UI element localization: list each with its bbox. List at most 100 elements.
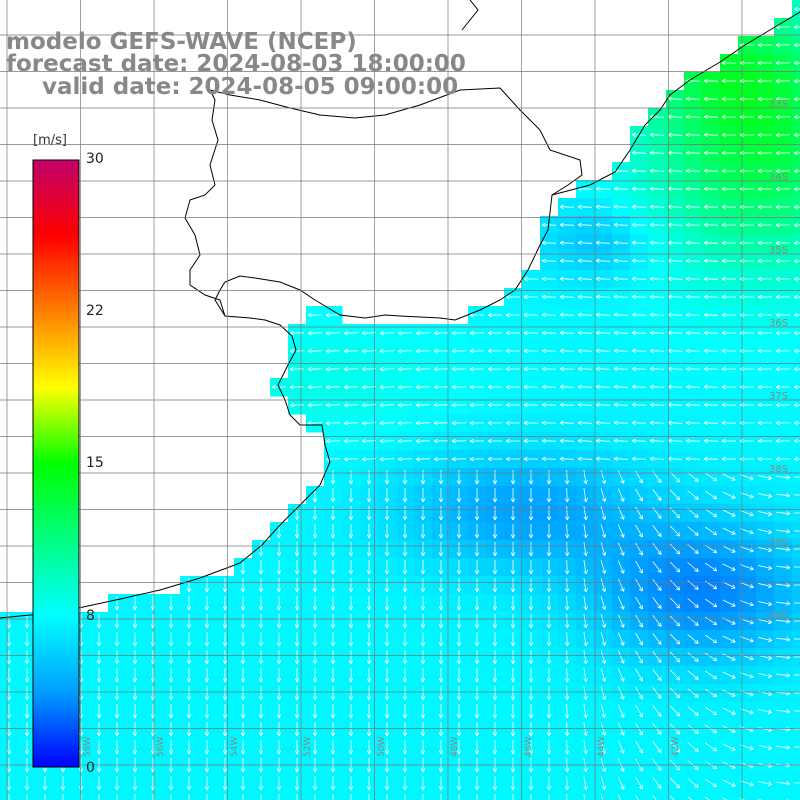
wind-arrow [583, 596, 588, 611]
wind-arrow [276, 560, 282, 575]
wind-arrow [635, 488, 643, 502]
wind-arrow [669, 723, 681, 735]
wind-arrow [384, 704, 390, 719]
wind-arrow [204, 722, 210, 737]
wind-arrow [652, 705, 662, 717]
wind-arrow [312, 560, 318, 575]
wind-arrow [546, 506, 552, 521]
wind-arrow [222, 722, 228, 737]
wind-arrow [402, 578, 408, 593]
wind-arrow [541, 294, 557, 300]
wind-arrow [350, 794, 352, 800]
wind-arrow [325, 366, 341, 372]
wind-arrow [793, 168, 800, 174]
wind-arrow [438, 488, 444, 503]
wind-arrow [186, 740, 192, 755]
wind-arrow [793, 222, 800, 228]
wind-arrow [258, 560, 264, 575]
wind-arrow [685, 294, 701, 300]
wind-arrow [685, 438, 701, 444]
wind-arrow [474, 614, 480, 629]
wind-arrow [222, 632, 228, 647]
wind-arrow [757, 42, 772, 48]
wind-arrow [687, 742, 699, 752]
wind-arrow [523, 384, 539, 390]
wind-arrow [685, 348, 701, 354]
wind-arrow [600, 632, 607, 646]
wind-arrow [132, 704, 138, 719]
wind-arrow [307, 312, 323, 318]
wind-arrow [721, 348, 737, 354]
wind-arrow [600, 506, 607, 520]
wind-arrow [420, 668, 426, 683]
wind-arrow [469, 384, 485, 390]
wind-arrow [456, 578, 462, 593]
wind-arrow [402, 524, 408, 539]
wind-arrow [631, 222, 647, 228]
wind-arrow [348, 578, 354, 593]
wind-arrow [600, 524, 607, 538]
wind-arrow [204, 650, 210, 665]
wind-arrow [240, 632, 246, 647]
wind-arrow [577, 276, 593, 282]
wind-arrow [757, 294, 772, 300]
wind-arrow [312, 686, 318, 701]
wind-arrow [775, 186, 791, 192]
wind-arrow [487, 312, 502, 318]
wind-arrow [577, 312, 593, 318]
wind-arrow [24, 632, 30, 647]
wind-arrow [758, 637, 773, 643]
wind-arrow [114, 614, 120, 629]
wind-arrow [361, 366, 377, 372]
wind-speed-cell [756, 792, 775, 800]
wind-arrow [793, 42, 800, 48]
wind-arrow [583, 668, 588, 683]
wind-arrow [312, 542, 318, 557]
wind-arrow [631, 150, 647, 156]
wind-arrow [685, 222, 701, 228]
wind-arrow [794, 674, 800, 676]
wind-arrow [276, 578, 282, 593]
wind-speed-cell [576, 792, 595, 800]
wind-arrow [6, 704, 12, 719]
wind-arrow [703, 240, 719, 246]
wind-arrow [775, 294, 791, 300]
wind-arrow [366, 650, 372, 665]
wind-arrow [687, 634, 699, 644]
wind-arrow [546, 740, 552, 755]
wind-arrow [384, 524, 390, 539]
wind-arrow [492, 506, 498, 521]
wind-arrow [422, 794, 424, 800]
wind-arrow [343, 366, 359, 372]
wind-arrow [474, 686, 480, 701]
wind-arrow [685, 312, 701, 318]
wind-arrow [402, 650, 408, 665]
wind-arrow [577, 204, 593, 210]
wind-arrow [505, 366, 520, 372]
wind-arrow [379, 384, 395, 390]
wind-arrow [703, 132, 719, 138]
wind-arrow [758, 601, 773, 607]
wind-arrow [528, 668, 534, 683]
wind-arrow [258, 596, 264, 611]
wind-arrow [438, 560, 444, 575]
wind-arrow [222, 704, 228, 719]
wind-arrow [583, 794, 586, 800]
wind-arrow [652, 741, 662, 753]
wind-arrow [415, 402, 431, 408]
wind-arrow [348, 506, 354, 521]
wind-arrow [492, 686, 498, 701]
wind-arrow [722, 563, 736, 571]
wind-arrow [384, 596, 390, 611]
wind-arrow [757, 258, 772, 264]
wind-arrow [757, 114, 772, 120]
longitude-label: 54W [230, 737, 240, 757]
wind-arrow [635, 740, 643, 754]
wind-arrow [510, 542, 516, 557]
wind-arrow [420, 560, 426, 575]
wind-arrow [420, 506, 426, 521]
colorbar-tick-30: 30 [86, 151, 104, 167]
wind-speed-cell [630, 792, 649, 800]
wind-arrow [685, 150, 701, 156]
wind-arrow [559, 258, 575, 264]
